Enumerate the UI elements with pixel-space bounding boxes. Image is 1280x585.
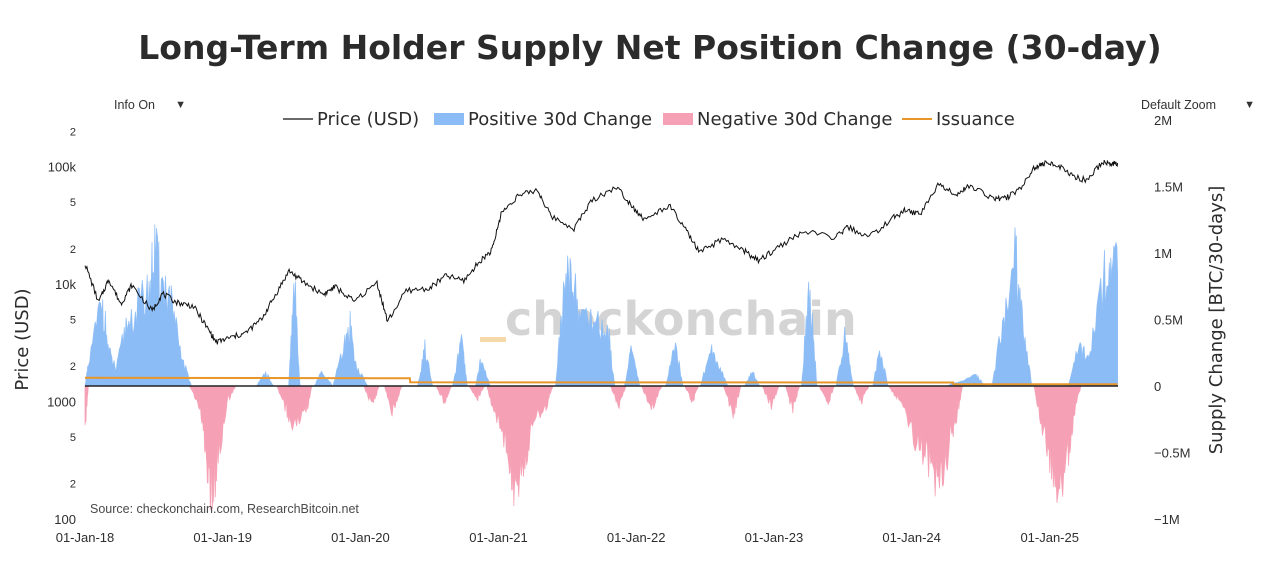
y-left-minor-tick-label: 2 bbox=[70, 244, 76, 256]
y-left-minor-tick-label: 2 bbox=[70, 126, 76, 138]
y-right-axis-title: Supply Change [BTC/30-days] bbox=[1206, 186, 1227, 455]
axis-layer: 01-Jan-18 01-Jan-19 01-Jan-20 01-Jan-21 01-J… bbox=[12, 113, 1227, 545]
area-layer bbox=[84, 224, 1118, 511]
legend-swatch bbox=[434, 113, 464, 125]
y-left-minor-tick-label: 5 bbox=[70, 315, 76, 327]
line-layer bbox=[84, 159, 1119, 386]
zoom-label: Default Zoom bbox=[1141, 98, 1217, 112]
zoom-dropdown[interactable]: Default Zoom ▼ bbox=[1127, 95, 1261, 115]
negative-change-area bbox=[84, 385, 1082, 511]
y-left-tick-label: 100k bbox=[48, 160, 77, 175]
chevron-down-icon: ▼ bbox=[1244, 99, 1255, 111]
source-note: Source: checkonchain.com, ResearchBitcoi… bbox=[90, 502, 359, 516]
y-left-tick-label: 1000 bbox=[47, 395, 76, 410]
y-right-tick-label: 1.5M bbox=[1154, 180, 1183, 195]
y-left-minor-tick-label: 5 bbox=[70, 432, 76, 444]
legend-entry: Negative 30d Change bbox=[697, 109, 892, 130]
chevron-down-icon: ▼ bbox=[175, 99, 186, 111]
legend-entry: Issuance bbox=[936, 109, 1015, 130]
y-left-minor-tick-label: 5 bbox=[70, 197, 76, 209]
x-tick-label: 01-Jan-25 bbox=[1020, 530, 1079, 545]
y-right-tick-label: 0.5M bbox=[1154, 313, 1183, 328]
y-right-tick-label: 1M bbox=[1154, 246, 1172, 261]
x-tick-label: 01-Jan-23 bbox=[745, 530, 804, 545]
x-tick-label: 01-Jan-19 bbox=[193, 530, 252, 545]
y-left-tick-label: 10k bbox=[55, 277, 76, 292]
chart-title: Long-Term Holder Supply Net Position Cha… bbox=[138, 28, 1162, 67]
y-left-minor-tick-label: 2 bbox=[70, 479, 76, 491]
watermark: checkonchain bbox=[505, 292, 857, 346]
x-tick-label: 01-Jan-22 bbox=[607, 530, 666, 545]
info-toggle-dropdown[interactable]: Info On ▼ bbox=[100, 95, 192, 115]
price-line bbox=[84, 159, 1119, 345]
y-right-tick-label: 2M bbox=[1154, 113, 1172, 128]
x-tick-label: 01-Jan-21 bbox=[469, 530, 528, 545]
y-right-tick-label: −0.5M bbox=[1154, 446, 1191, 461]
x-tick-label: 01-Jan-24 bbox=[882, 530, 941, 545]
y-left-minor-tick-label: 2 bbox=[70, 361, 76, 373]
legend-entry: Positive 30d Change bbox=[468, 109, 652, 130]
legend-swatch bbox=[663, 113, 693, 125]
y-right-tick-label: 0 bbox=[1154, 379, 1161, 394]
legend-entry: Price (USD) bbox=[317, 109, 419, 130]
info-toggle-label: Info On bbox=[114, 98, 155, 112]
y-left-tick-label: 100 bbox=[54, 512, 76, 527]
y-right-tick-label: −1M bbox=[1154, 512, 1180, 527]
watermark-accent bbox=[480, 337, 506, 342]
issuance-line bbox=[84, 376, 1118, 386]
legend[interactable]: Price (USD) Positive 30d Change Negative 3… bbox=[283, 109, 1015, 130]
y-left-axis-title: Price (USD) bbox=[12, 288, 33, 390]
x-tick-label: 01-Jan-18 bbox=[56, 530, 115, 545]
x-tick-label: 01-Jan-20 bbox=[331, 530, 390, 545]
